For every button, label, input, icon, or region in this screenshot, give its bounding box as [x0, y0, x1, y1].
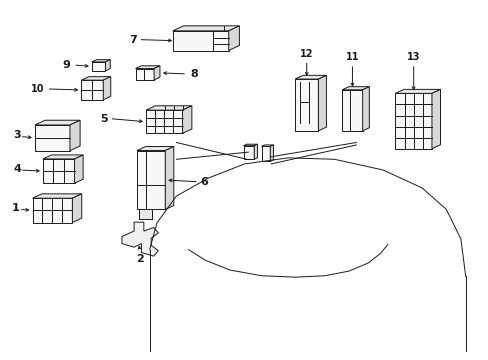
Polygon shape	[431, 89, 440, 149]
Polygon shape	[294, 79, 318, 131]
Polygon shape	[342, 90, 362, 131]
Polygon shape	[294, 75, 326, 79]
Text: 3: 3	[14, 130, 21, 140]
Polygon shape	[135, 68, 154, 80]
Polygon shape	[72, 194, 81, 222]
Polygon shape	[137, 150, 165, 210]
Text: 2: 2	[136, 254, 143, 264]
Text: 11: 11	[345, 52, 359, 62]
Polygon shape	[122, 222, 158, 256]
Polygon shape	[362, 87, 368, 131]
Polygon shape	[261, 145, 273, 147]
Text: 5: 5	[100, 113, 107, 123]
Polygon shape	[81, 80, 103, 100]
Polygon shape	[228, 26, 239, 50]
Text: 10: 10	[31, 84, 44, 94]
Polygon shape	[254, 144, 257, 159]
Text: 1: 1	[12, 203, 20, 213]
Polygon shape	[172, 31, 228, 50]
Polygon shape	[146, 110, 182, 134]
Text: 13: 13	[406, 52, 420, 62]
Text: 7: 7	[128, 35, 136, 45]
Polygon shape	[182, 106, 191, 134]
Polygon shape	[103, 77, 110, 100]
Polygon shape	[35, 120, 80, 125]
Polygon shape	[32, 194, 81, 198]
Polygon shape	[270, 145, 273, 161]
Polygon shape	[92, 62, 105, 71]
Polygon shape	[165, 147, 173, 210]
Polygon shape	[146, 106, 191, 110]
Text: 6: 6	[201, 177, 208, 187]
Text: 12: 12	[299, 49, 313, 59]
Polygon shape	[139, 210, 151, 220]
Polygon shape	[318, 75, 326, 131]
Polygon shape	[32, 198, 72, 222]
Polygon shape	[43, 159, 74, 183]
Text: 8: 8	[190, 69, 197, 79]
Polygon shape	[342, 87, 368, 90]
Polygon shape	[172, 26, 239, 31]
Polygon shape	[395, 93, 431, 149]
Polygon shape	[43, 155, 83, 159]
Polygon shape	[81, 77, 110, 80]
Polygon shape	[135, 66, 160, 68]
Polygon shape	[74, 155, 83, 183]
Polygon shape	[70, 120, 80, 151]
Polygon shape	[243, 144, 257, 146]
Text: 9: 9	[62, 60, 70, 70]
Text: 4: 4	[14, 163, 21, 174]
Polygon shape	[261, 147, 270, 161]
Polygon shape	[154, 66, 160, 80]
Polygon shape	[105, 60, 110, 71]
Polygon shape	[92, 60, 110, 62]
Polygon shape	[395, 89, 440, 93]
Polygon shape	[137, 147, 173, 150]
Polygon shape	[35, 125, 70, 151]
Polygon shape	[243, 146, 254, 159]
